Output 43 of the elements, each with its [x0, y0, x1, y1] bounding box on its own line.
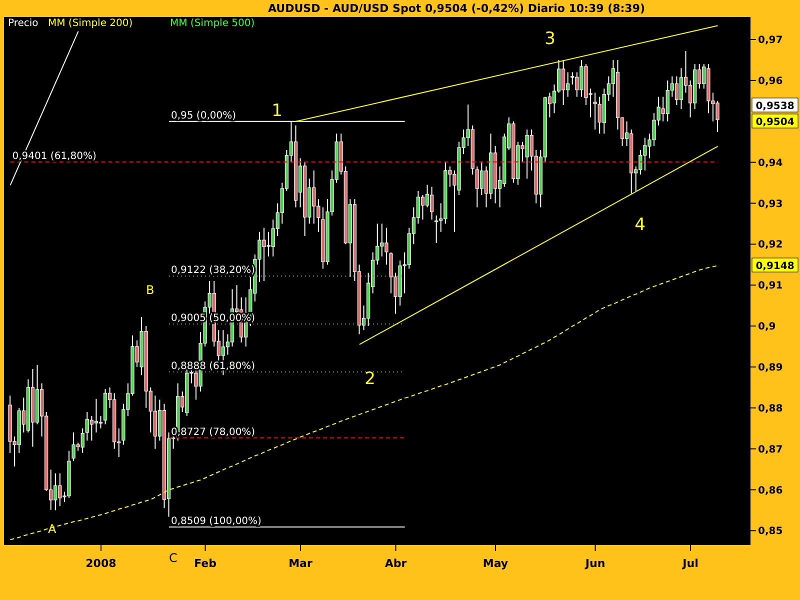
y-tick-label: 0,96 — [758, 76, 783, 87]
y-tick-label: 0,93 — [758, 198, 783, 210]
ref-line-label: 0,8509 (100,00%) — [170, 516, 262, 527]
x-tick-label: Abr — [384, 557, 408, 570]
annotation: A — [48, 522, 57, 536]
x-tick-label: May — [482, 557, 508, 570]
y-tick-label: 0,92 — [758, 240, 783, 251]
text: 0,9538 — [756, 101, 794, 112]
y-tick-label: 0,85 — [758, 526, 783, 538]
y-tick-label: 0,89 — [758, 362, 783, 374]
annotation: 3 — [544, 29, 556, 49]
x-tick-label: Mar — [288, 557, 313, 570]
text: 0,9148 — [756, 261, 794, 272]
x-tick-label: Jul — [682, 557, 698, 570]
candlestick — [593, 92, 597, 130]
candlestick — [420, 194, 425, 220]
text: 0,9504 — [756, 117, 794, 128]
x-tick-label: Feb — [194, 557, 217, 570]
y-tick-label: 0,97 — [758, 35, 783, 46]
candlestick — [94, 398, 98, 433]
text: C — [169, 551, 178, 565]
annotation: 4 — [634, 215, 646, 235]
annotation: Precio — [8, 18, 38, 29]
annotation: 2 — [364, 369, 376, 389]
candlestick — [425, 184, 430, 208]
y-tick-label: 0,86 — [758, 485, 783, 496]
line-series — [10, 264, 718, 540]
candlestick — [679, 68, 684, 110]
y-tick-label: 0,87 — [758, 444, 783, 456]
candlestick — [434, 215, 438, 244]
y-tick-label: 0,9 — [758, 322, 776, 333]
annotation: B — [146, 283, 154, 297]
candlestick — [98, 416, 103, 429]
annotation: 1 — [272, 101, 282, 121]
y-tick-label: 0,94 — [758, 158, 783, 169]
x-tick-label: 2008 — [86, 557, 116, 570]
ref-line-label: 0,95 (0,00%) — [170, 110, 236, 122]
text: MM (Simple 200) — [48, 18, 133, 29]
y-tick-label: 0,88 — [758, 403, 783, 414]
x-tick-label: Jun — [584, 557, 606, 570]
chart-title: AUDUSD - AUD/USD Spot 0,9504 (-0,42%) Diario 10:39 (8:39) — [268, 2, 646, 15]
annotation: MM (Simple 500) — [170, 18, 255, 29]
y-tick-label: 0,91 — [758, 280, 783, 292]
